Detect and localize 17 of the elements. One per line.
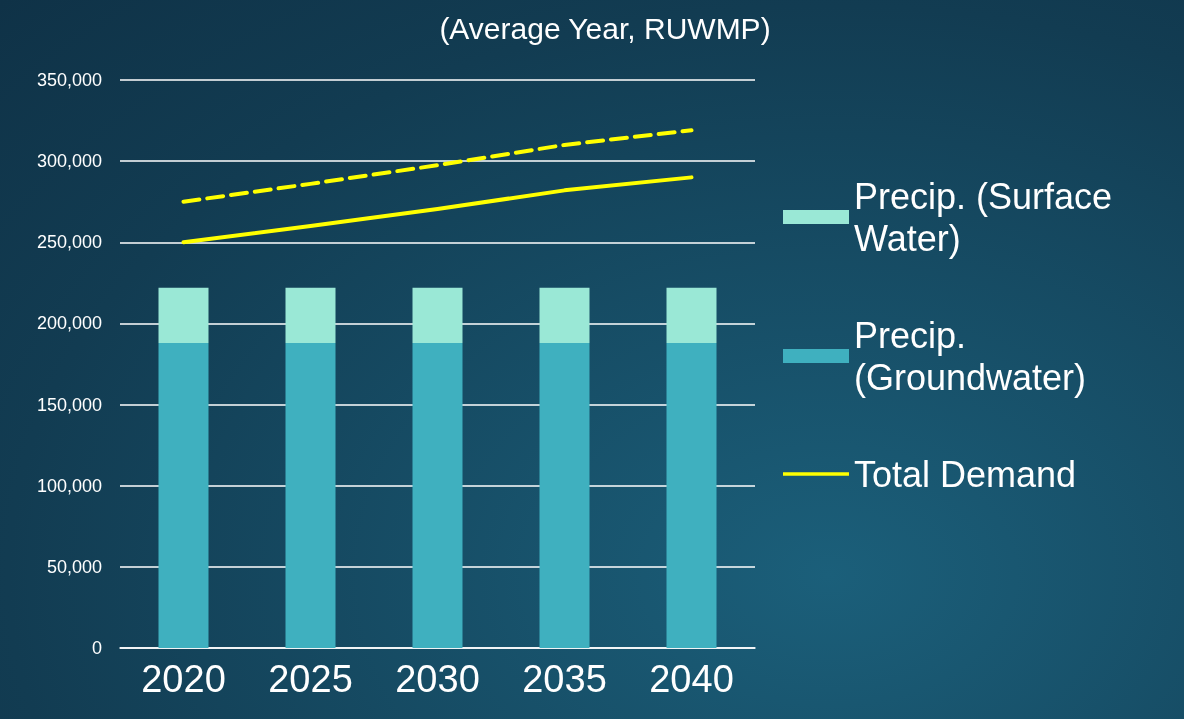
y-tick-label: 0	[91, 638, 102, 658]
y-tick-label: 300,000	[36, 151, 102, 172]
x-tick-label: 2040	[649, 658, 734, 700]
x-tick-label: 2035	[522, 658, 607, 700]
legend-label: Total Demand	[854, 453, 1077, 495]
y-tick-label: 250,000	[36, 232, 102, 253]
y-tick-label: 50,000	[46, 556, 102, 577]
legend-label: Precip. (Surface Water)	[854, 175, 1123, 259]
y-tick-label: 150,000	[36, 394, 102, 415]
x-tick-label: 2030	[395, 658, 480, 700]
x-tick-label: 2020	[141, 658, 226, 700]
x-tick-label: 2025	[268, 658, 353, 700]
y-tick-label: 200,000	[36, 313, 102, 334]
y-tick-label: 350,000	[36, 70, 102, 90]
chart-title: (Average Year, RUWMP)	[439, 11, 771, 45]
y-tick-label: 100,000	[36, 475, 102, 496]
legend-label: Precip. (Groundwater)	[854, 314, 1087, 398]
